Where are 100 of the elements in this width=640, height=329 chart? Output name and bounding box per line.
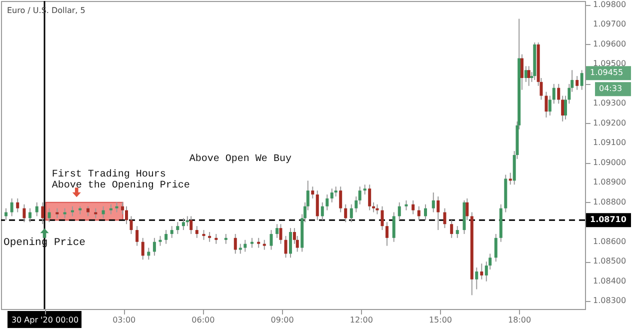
- candlestick: [136, 226, 139, 246]
- candlestick: [412, 200, 415, 215]
- candlestick: [350, 204, 353, 223]
- candlestick: [326, 194, 329, 211]
- annotation: Above Open We Buy: [189, 153, 292, 166]
- candlestick: [238, 243, 242, 254]
- candlestick: [334, 186, 338, 197]
- x-tick-label: 30 Apr '20 00:00: [11, 316, 79, 324]
- candlestick: [480, 263, 484, 280]
- candlestick: [508, 172, 512, 186]
- y-tick-label: 1.09100: [593, 138, 626, 148]
- y-tick-label: 1.08300: [593, 296, 626, 306]
- candlestick: [576, 76, 579, 90]
- candlestick: [527, 66, 530, 86]
- y-tick-label: 1.09600: [593, 39, 626, 48]
- candlestick: [417, 206, 420, 221]
- y-tick-label: 1.08600: [593, 236, 626, 246]
- candlestick: [466, 198, 469, 221]
- candlestick: [115, 202, 118, 213]
- candlestick: [316, 190, 319, 221]
- candlestick: [557, 83, 560, 104]
- candlestick: [344, 204, 348, 223]
- candlestick: [354, 196, 358, 213]
- y-tick-label: 1.09700: [593, 20, 626, 29]
- candlestick: [376, 204, 379, 215]
- candlestick: [380, 206, 384, 231]
- candlestick: [224, 233, 228, 244]
- candlestick: [339, 186, 342, 213]
- x-tick-label: 06:00: [192, 316, 215, 324]
- y-tick-label: 1.09300: [593, 98, 626, 108]
- ref-line-label: 1.08710: [590, 215, 627, 224]
- candlestick: [284, 235, 288, 258]
- candlestick: [244, 239, 247, 252]
- candlestick: [475, 267, 478, 290]
- y-tick-label: 1.09800: [593, 0, 626, 9]
- candlestick: [170, 226, 174, 238]
- candlestick: [432, 192, 435, 213]
- candlestick: [121, 202, 124, 215]
- candlestick: [392, 212, 396, 242]
- candlestick: [548, 95, 552, 116]
- text: 04:33: [599, 84, 622, 94]
- candlestick: [276, 224, 279, 238]
- candlestick: [279, 224, 282, 244]
- candlestick: [22, 204, 26, 223]
- y-tick-label: 1.08500: [593, 256, 626, 266]
- candlestick: [524, 66, 528, 82]
- candlestick: [158, 235, 162, 246]
- candlestick: [186, 216, 189, 227]
- candlestick: [288, 228, 292, 258]
- y-tick-label: 1.09000: [593, 158, 626, 167]
- candlestick: [320, 202, 324, 221]
- candlestick: [250, 237, 254, 248]
- candlestick: [424, 204, 427, 221]
- candlestick: [450, 220, 454, 238]
- candlestick: [35, 202, 38, 217]
- x-tick-label: 15:00: [428, 316, 452, 324]
- candlestick: [202, 230, 206, 240]
- candlestick: [234, 233, 237, 254]
- candlestick: [363, 184, 366, 195]
- candlestick: [125, 206, 128, 225]
- candlestick: [182, 218, 185, 231]
- candlestick: [398, 202, 401, 221]
- y-tick-label: 1.08400: [593, 276, 626, 286]
- candlestick: [544, 91, 548, 118]
- candlestick: [580, 70, 584, 90]
- candlestick: [141, 237, 144, 260]
- x-tick-label: 09:00: [270, 316, 294, 324]
- candlestick: [358, 186, 362, 205]
- y-tick-label: 1.08800: [593, 197, 626, 206]
- candlestick: [16, 198, 20, 213]
- candlestick: [330, 188, 334, 203]
- annotation: 1.09455: [590, 68, 624, 78]
- candlestick: [195, 226, 198, 238]
- candlestick: [214, 233, 218, 244]
- x-tick-label: 12:00: [350, 316, 373, 324]
- candlestick: [494, 233, 498, 262]
- candlestick: [86, 206, 90, 217]
- candlestick: [109, 204, 112, 215]
- candlestick: [257, 237, 260, 248]
- candlestick: [404, 200, 408, 211]
- candlestick: [520, 54, 524, 90]
- y-tick-label: 1.09500: [593, 59, 626, 68]
- candlestick: [152, 237, 156, 256]
- candlestick: [368, 184, 372, 211]
- x-tick-label: 03:00: [112, 316, 136, 324]
- candlestick: [10, 198, 14, 217]
- annotation: First Trading Hours Above the Opening Price: [52, 168, 190, 192]
- candlestick: [443, 208, 446, 229]
- candlestick: [147, 247, 150, 260]
- candlestick: [130, 216, 133, 234]
- y-tick-label: 1.09200: [593, 118, 626, 128]
- candlestick: [552, 83, 556, 104]
- candlestick: [372, 202, 376, 213]
- candlestick: [70, 206, 74, 217]
- candlestick: [176, 222, 180, 234]
- candlestick: [164, 230, 168, 244]
- candlestick: [28, 208, 32, 223]
- candlestick: [311, 186, 314, 199]
- candlestick: [48, 208, 51, 223]
- candlestick: [208, 232, 212, 242]
